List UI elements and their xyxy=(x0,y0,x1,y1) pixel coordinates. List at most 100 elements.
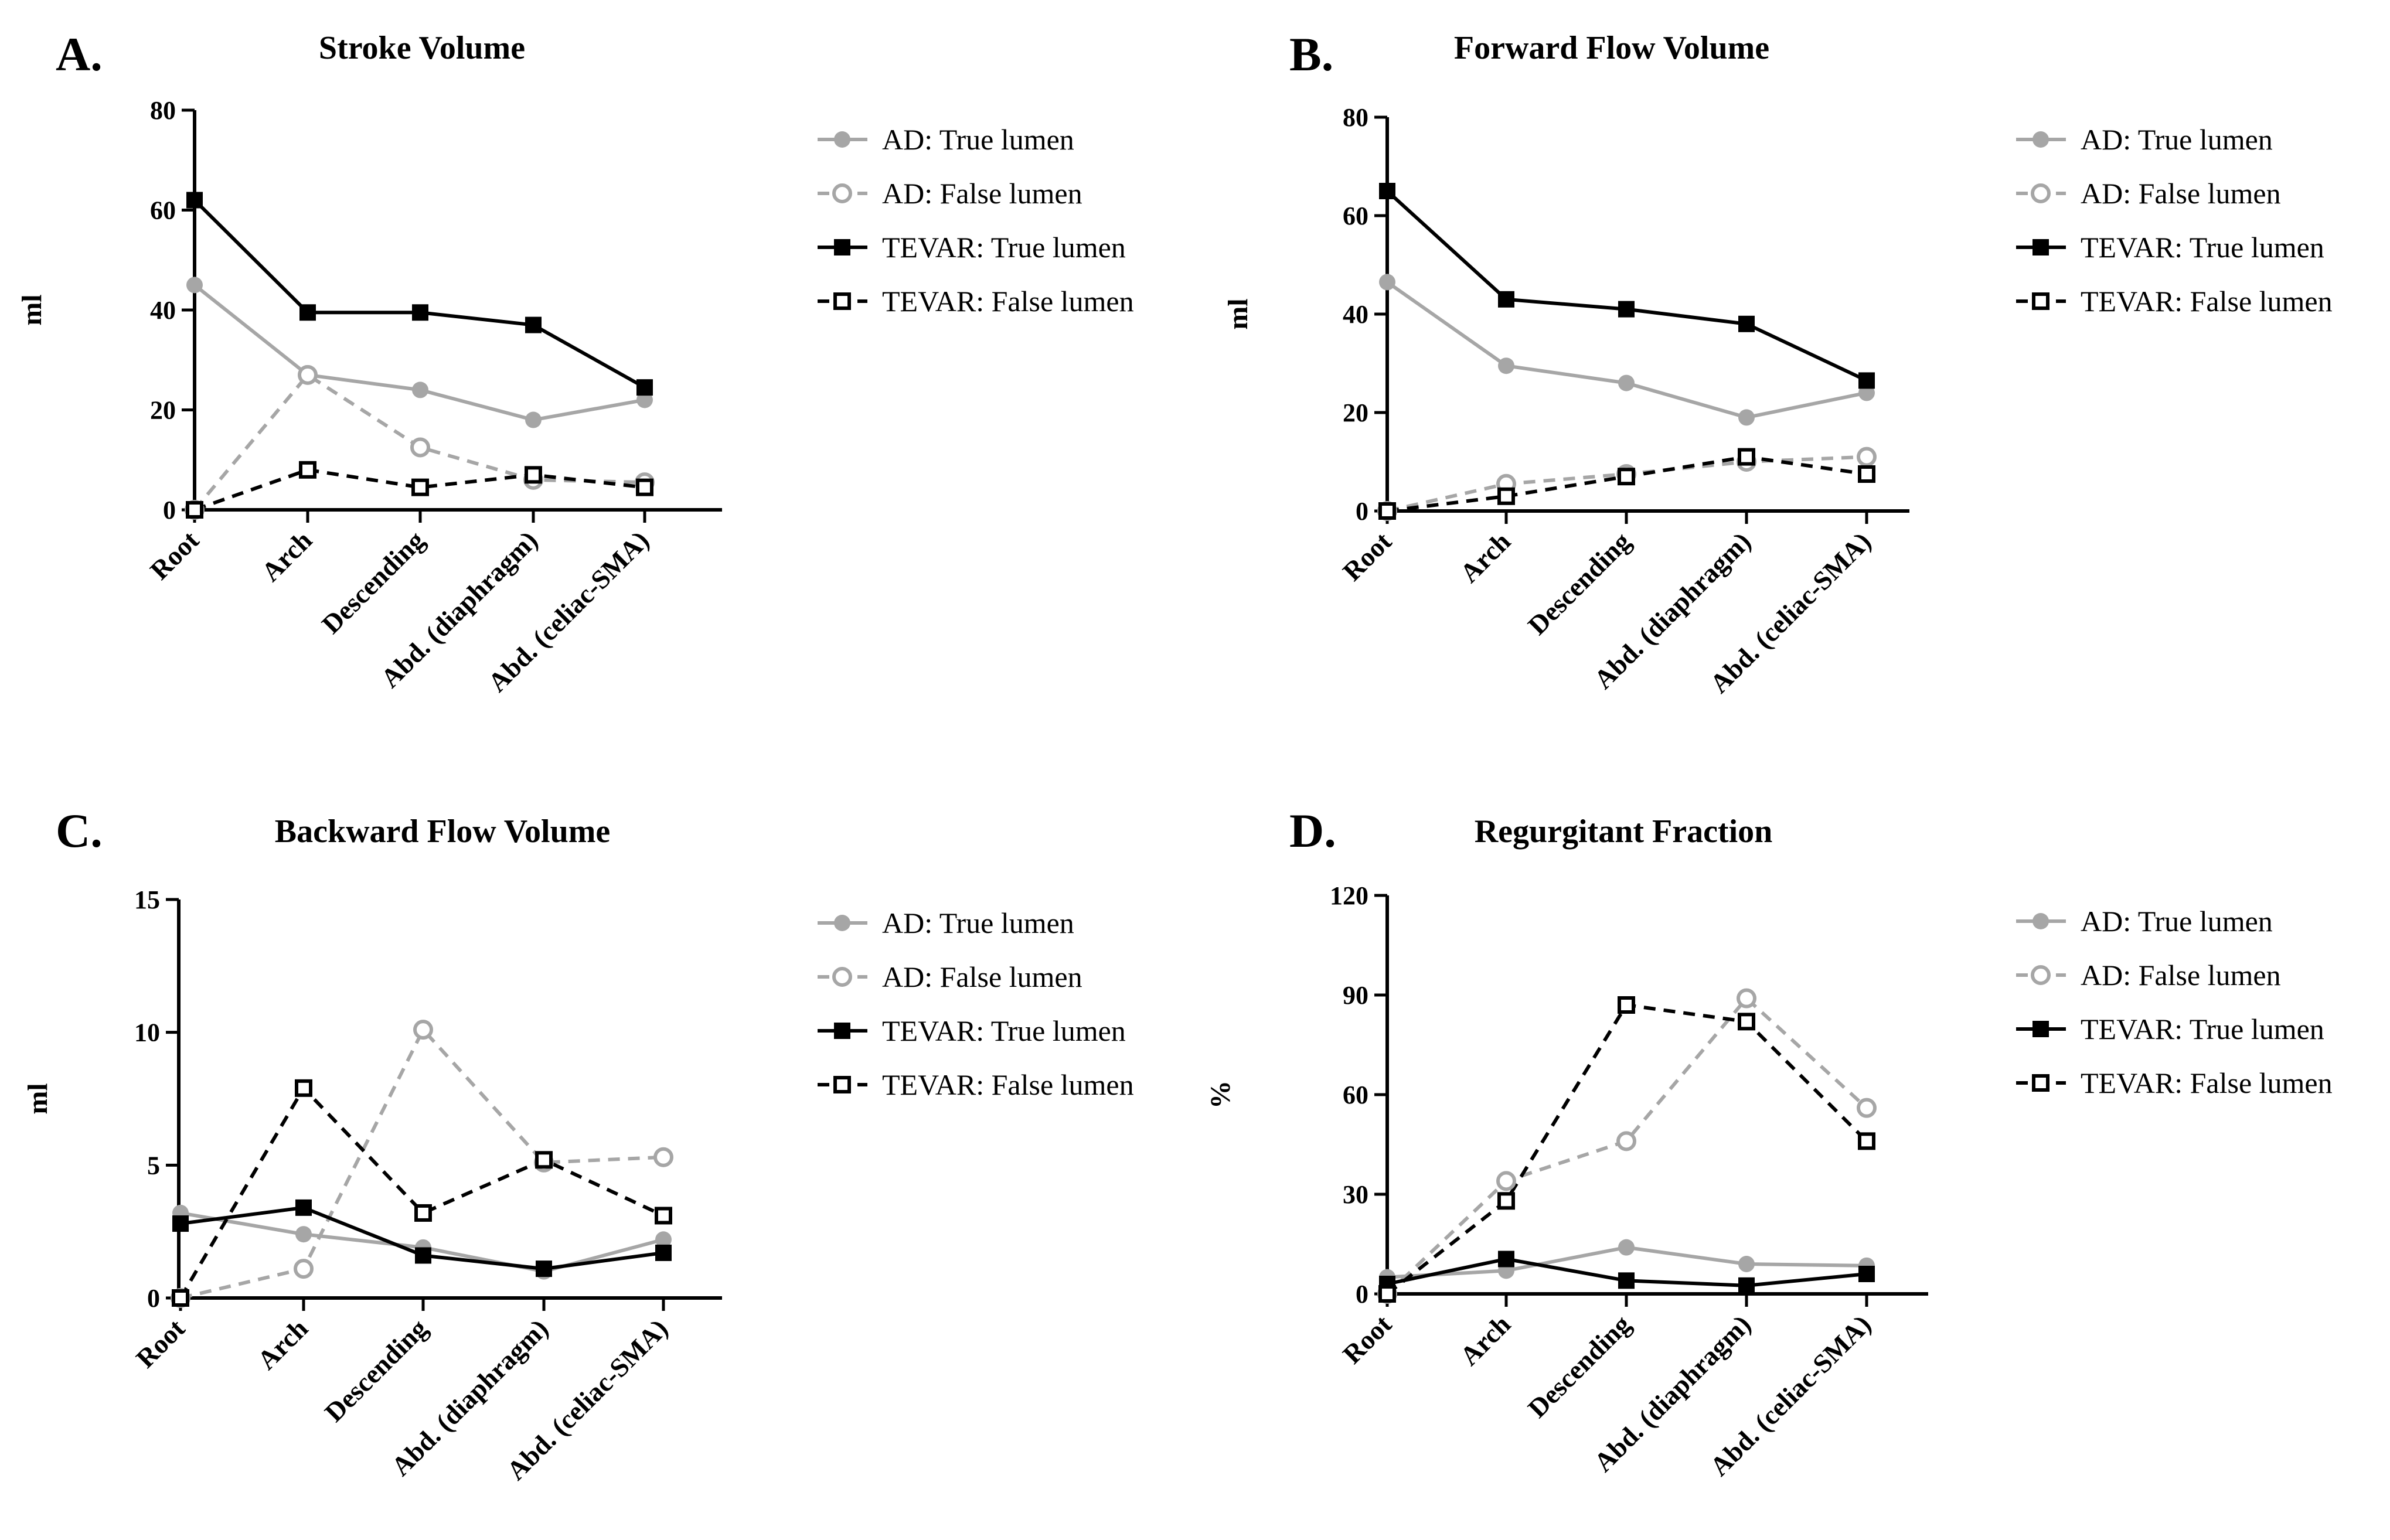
legend-label: AD: False lumen xyxy=(882,960,1082,993)
legend-marker xyxy=(833,1076,851,1093)
y-tick-label: 30 xyxy=(1343,1180,1368,1209)
legend-item: TEVAR: True lumen xyxy=(2016,231,2324,264)
legend-marker xyxy=(2032,1074,2049,1092)
panel-label: A. xyxy=(56,28,103,81)
panel-label: B. xyxy=(1289,28,1333,81)
y-tick-label: 80 xyxy=(150,96,176,125)
legend-item: TEVAR: True lumen xyxy=(818,1014,1126,1047)
data-point xyxy=(1858,1132,1875,1150)
legend-marker xyxy=(2031,183,2051,203)
legend-item: AD: True lumen xyxy=(818,123,1074,156)
y-axis-label: ml xyxy=(22,1083,53,1114)
data-point xyxy=(172,1289,189,1307)
chart-panel-b: B. Forward Flow Volume 0 20 40 60 80 ml Root Arch… xyxy=(1223,28,2333,699)
legend-item: TEVAR: False lumen xyxy=(2016,1067,2333,1099)
legend-item: AD: False lumen xyxy=(818,177,1082,210)
legend-marker xyxy=(833,292,851,310)
data-point xyxy=(1618,468,1635,486)
legend-label: TEVAR: True lumen xyxy=(882,231,1126,264)
legend-marker xyxy=(834,1023,850,1039)
data-point xyxy=(1618,374,1635,391)
data-point xyxy=(295,1226,312,1243)
data-point xyxy=(1497,487,1515,505)
y-tick-label: 0 xyxy=(1356,497,1368,526)
y-tick-label: 20 xyxy=(150,396,176,425)
x-tick-label: Root xyxy=(1337,526,1397,587)
x-tick-label: Descending xyxy=(1522,526,1636,640)
data-point xyxy=(636,391,653,408)
legend-item: TEVAR: False lumen xyxy=(818,1068,1134,1101)
legend-marker xyxy=(2032,913,2049,929)
data-point xyxy=(1738,315,1755,332)
y-tick-label: 0 xyxy=(147,1284,160,1313)
legend-label: TEVAR: False lumen xyxy=(882,285,1134,318)
series-line xyxy=(194,468,645,512)
y-tick-label: 0 xyxy=(1356,1280,1368,1309)
panel-label: D. xyxy=(1289,804,1336,857)
legend-item: AD: True lumen xyxy=(2016,905,2273,938)
data-point xyxy=(1498,357,1514,374)
y-tick-label: 15 xyxy=(134,885,160,914)
chart-panel-a: A. Stroke Volume 0 20 40 60 80 ml Root ArchDescen… xyxy=(16,28,1134,697)
data-point xyxy=(536,1260,552,1277)
legend-label: TEVAR: True lumen xyxy=(2081,1013,2324,1045)
data-point xyxy=(1738,448,1755,466)
data-point xyxy=(412,304,428,321)
data-point xyxy=(1857,1098,1877,1118)
legend-label: AD: True lumen xyxy=(2081,123,2273,156)
data-point xyxy=(1496,1171,1516,1191)
legend-label: TEVAR: True lumen xyxy=(2081,231,2324,264)
chart-panel-c: C. Backward Flow Volume 0 5 10 15 ml Root Arch De… xyxy=(22,804,1134,1486)
data-point xyxy=(186,192,203,209)
data-point xyxy=(1378,502,1396,520)
legend-label: AD: True lumen xyxy=(2081,905,2273,938)
y-tick-label: 40 xyxy=(1343,300,1368,329)
x-tick-label: Arch xyxy=(1454,526,1516,588)
y-tick-label: 80 xyxy=(1343,103,1368,132)
data-point xyxy=(1378,1285,1396,1303)
y-axis-label: ml xyxy=(16,294,47,325)
panel-label: C. xyxy=(56,804,103,857)
data-point xyxy=(1738,409,1755,426)
legend-item: TEVAR: True lumen xyxy=(2016,1013,2324,1045)
data-point xyxy=(295,1079,312,1097)
x-tick-label: Root xyxy=(1337,1309,1397,1369)
data-point xyxy=(1379,274,1395,291)
y-tick-label: 0 xyxy=(163,496,176,524)
legend-item: AD: False lumen xyxy=(2016,177,2281,210)
data-point xyxy=(1618,1272,1635,1289)
data-point xyxy=(1737,988,1756,1009)
legend-marker xyxy=(2032,239,2049,255)
data-point xyxy=(412,381,428,398)
chart-title: Regurgitant Fraction xyxy=(1475,813,1773,850)
data-point xyxy=(525,316,542,333)
legend-marker xyxy=(2032,131,2049,148)
data-point xyxy=(1498,1251,1514,1268)
data-point xyxy=(1618,1239,1635,1256)
data-point xyxy=(636,478,653,496)
legend-item: AD: False lumen xyxy=(2016,959,2281,992)
legend-label: AD: True lumen xyxy=(882,123,1074,156)
legend-marker xyxy=(2032,1021,2049,1037)
data-point xyxy=(1379,183,1395,199)
data-point xyxy=(186,277,203,294)
legend-marker xyxy=(2032,292,2049,310)
y-tick-label: 120 xyxy=(1330,881,1368,910)
data-point xyxy=(655,1244,672,1261)
x-tick-label: Root xyxy=(144,525,205,585)
legend-item: AD: True lumen xyxy=(2016,123,2273,156)
data-point xyxy=(655,1207,672,1225)
legend-label: TEVAR: False lumen xyxy=(2081,1067,2333,1099)
legend-marker xyxy=(834,131,850,148)
chart-title: Stroke Volume xyxy=(319,30,525,66)
legend-marker xyxy=(2031,965,2051,985)
legend-marker xyxy=(832,967,852,987)
legend-label: AD: False lumen xyxy=(2081,177,2281,210)
legend-item: TEVAR: False lumen xyxy=(818,285,1134,318)
data-point xyxy=(636,379,653,396)
y-tick-label: 90 xyxy=(1343,981,1368,1010)
y-tick-label: 5 xyxy=(147,1151,160,1180)
data-point xyxy=(1858,1266,1875,1282)
data-point xyxy=(295,1199,312,1216)
data-point xyxy=(172,1215,189,1232)
